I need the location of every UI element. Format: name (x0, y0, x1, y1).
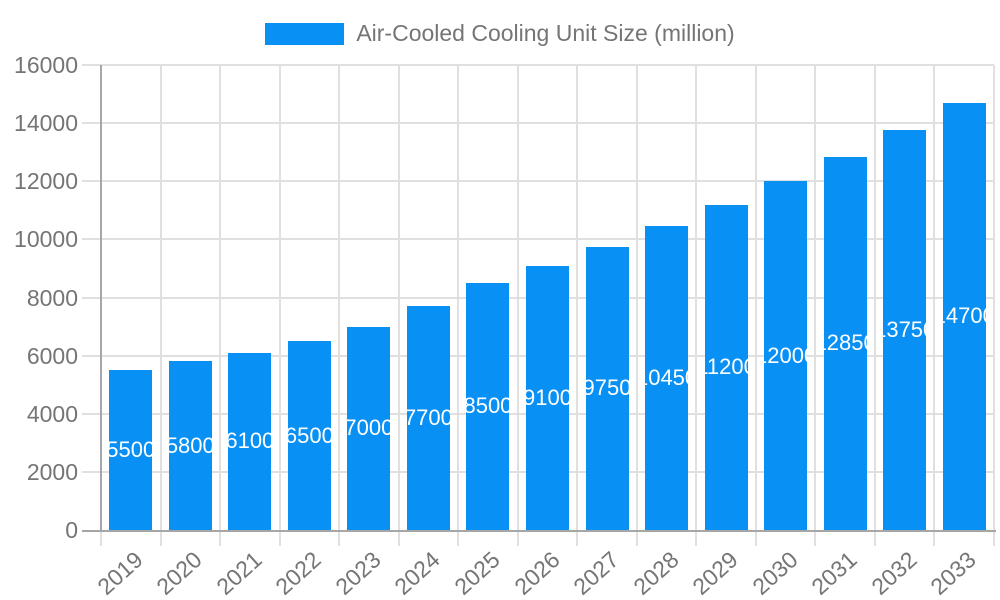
x-axis-tick (635, 530, 638, 546)
x-axis-tick (933, 530, 936, 546)
v-gridline (814, 65, 817, 530)
v-gridline (635, 65, 638, 530)
v-gridline (278, 65, 281, 530)
x-axis-line (82, 530, 996, 532)
y-axis-label: 4000 (26, 400, 78, 427)
v-gridline (219, 65, 222, 530)
y-axis-label: 12000 (14, 168, 78, 195)
y-axis-tick (82, 180, 101, 183)
bar-2027[interactable]: 9750 (585, 246, 629, 530)
x-axis-tick (576, 530, 579, 546)
chart-legend[interactable]: Air-Cooled Cooling Unit Size (million) (0, 20, 1000, 47)
bar-2025[interactable]: 8500 (466, 282, 510, 530)
y-axis-tick (82, 64, 101, 66)
h-gridline (101, 238, 994, 241)
bar-value-label: 7000 (347, 415, 391, 441)
x-axis-tick (219, 530, 222, 546)
y-axis-label: 14000 (14, 110, 78, 137)
bar-value-label: 6100 (228, 428, 272, 454)
v-gridline (873, 65, 876, 530)
h-gridline (101, 122, 994, 125)
bar-2023[interactable]: 7000 (347, 326, 391, 530)
bar-value-label: 12000 (764, 342, 807, 368)
bar-value-label: 8500 (466, 393, 510, 419)
y-axis-label: 2000 (26, 458, 78, 485)
y-axis-tick (82, 470, 101, 473)
y-axis-label: 0 (65, 517, 78, 543)
x-axis-tick (338, 530, 341, 546)
bar-2024[interactable]: 7700 (406, 306, 450, 530)
bar-value-label: 7700 (406, 405, 450, 431)
bar-2022[interactable]: 6500 (287, 341, 331, 530)
bar-value-label: 11200 (705, 354, 748, 380)
bar-2033[interactable]: 14700 (942, 102, 986, 530)
bar-2020[interactable]: 5800 (168, 361, 212, 530)
y-axis-tick (82, 354, 101, 357)
bar-2019[interactable]: 5500 (109, 370, 153, 530)
x-axis-tick (397, 530, 400, 546)
y-axis-label: 6000 (26, 342, 78, 369)
y-axis-tick (82, 296, 101, 299)
bar-2029[interactable]: 11200 (704, 204, 748, 530)
y-axis-tick (82, 238, 101, 241)
bar-2031[interactable]: 12850 (823, 156, 867, 530)
v-gridline (695, 65, 698, 530)
x-axis-label: 2019 (92, 546, 148, 600)
bar-2032[interactable]: 13750 (883, 130, 927, 530)
x-axis-tick (873, 530, 876, 546)
bar-value-label: 5800 (168, 432, 212, 458)
bar-value-label: 14700 (943, 303, 986, 329)
bar-2021[interactable]: 6100 (228, 352, 272, 530)
bar-value-label: 9100 (526, 384, 569, 410)
legend-swatch (265, 22, 345, 45)
x-axis-tick (457, 530, 460, 546)
x-axis-tick (278, 530, 281, 546)
y-axis-label: 8000 (26, 284, 78, 311)
y-axis-tick (82, 412, 101, 415)
h-gridline (101, 64, 994, 66)
v-gridline (993, 65, 995, 530)
v-gridline (159, 65, 162, 530)
v-gridline (754, 65, 757, 530)
x-axis-tick (100, 530, 102, 546)
h-gridline (101, 180, 994, 183)
x-axis-tick (695, 530, 698, 546)
y-axis-line (100, 65, 102, 532)
bar-2026[interactable]: 9100 (526, 265, 569, 530)
v-gridline (397, 65, 400, 530)
bar-2028[interactable]: 10450 (645, 226, 689, 530)
y-axis-tick (82, 122, 101, 125)
v-gridline (576, 65, 579, 530)
x-axis-tick (814, 530, 817, 546)
x-axis-tick (159, 530, 162, 546)
bar-value-label: 13750 (883, 317, 926, 343)
bar-value-label: 5500 (109, 437, 153, 463)
legend-label: Air-Cooled Cooling Unit Size (million) (356, 20, 735, 46)
x-axis-tick (516, 530, 519, 546)
bar-value-label: 10450 (645, 365, 688, 391)
bar-value-label: 12850 (824, 330, 867, 356)
bar-2030[interactable]: 12000 (764, 181, 808, 530)
v-gridline (338, 65, 341, 530)
v-gridline (457, 65, 460, 530)
bar-value-label: 9750 (585, 375, 629, 401)
x-axis-tick (754, 530, 757, 546)
y-axis-label: 10000 (14, 226, 78, 253)
y-axis-label: 16000 (14, 52, 78, 78)
v-gridline (933, 65, 936, 530)
x-axis-tick (993, 530, 995, 546)
bar-value-label: 6500 (287, 422, 331, 448)
v-gridline (516, 65, 519, 530)
